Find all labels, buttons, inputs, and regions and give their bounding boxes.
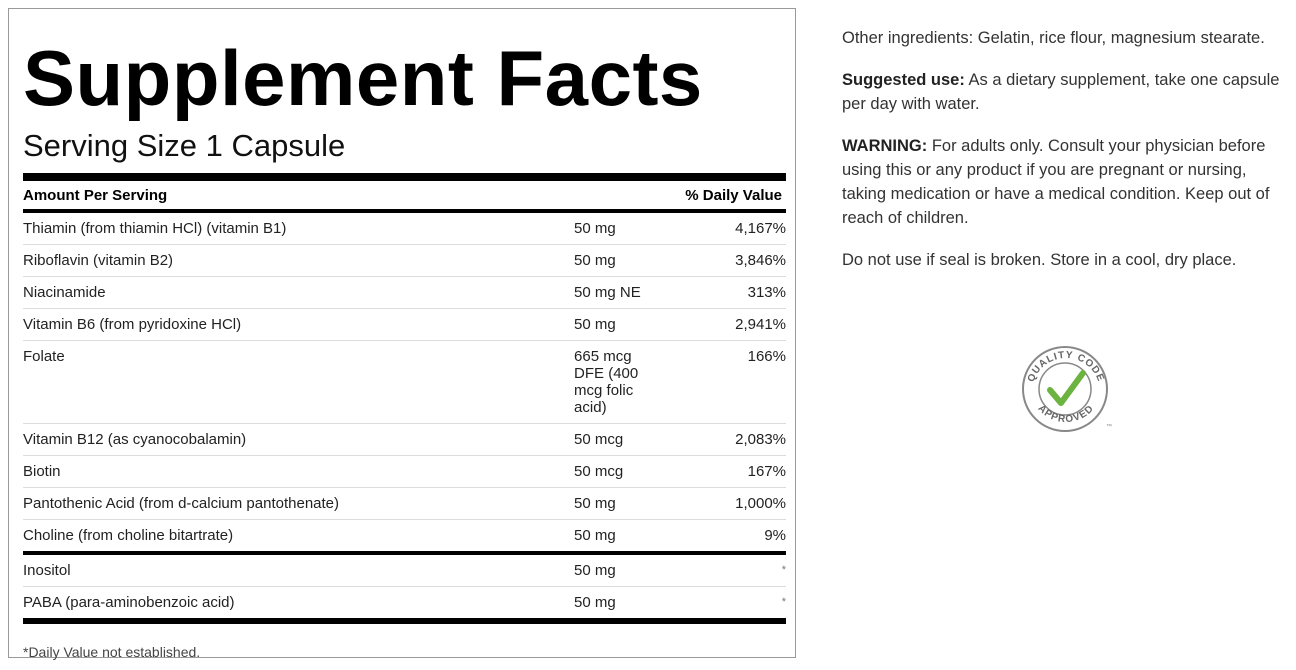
nutrient-name: Vitamin B12 (as cyanocobalamin) [23, 423, 575, 456]
nutrient-name: Inositol [23, 553, 575, 587]
nutrient-row: Biotin 50 mcg 167% [23, 455, 786, 488]
nutrient-amount: 50 mg [574, 244, 659, 277]
nutrient-row: Choline (from choline bitartrate) 50 mg 9% [23, 519, 786, 555]
daily-value: 167% [658, 455, 786, 488]
nutrient-amount: 50 mcg [574, 423, 659, 456]
nutrient-amount: 50 mg [574, 487, 659, 520]
storage: Do not use if seal is broken. Store in a… [842, 251, 1237, 269]
nutrient-name: Vitamin B6 (from pyridoxine HCl) [23, 308, 575, 341]
nutrient-amount: 50 mcg [574, 455, 659, 488]
daily-value: 9% [658, 519, 786, 555]
daily-value: 2,083% [658, 423, 786, 456]
serving-size: Serving Size 1 Capsule [23, 128, 346, 163]
nutrient-name: Pantothenic Acid (from d-calcium pantoth… [23, 487, 575, 520]
daily-value: 4,167% [658, 213, 786, 245]
amount-header: Amount Per Serving [23, 187, 168, 204]
nutrient-row: PABA (para-aminobenzoic acid) 50 mg * [23, 586, 786, 624]
nutrient-name: PABA (para-aminobenzoic acid) [23, 586, 575, 624]
nutrient-row: Vitamin B6 (from pyridoxine HCl) 50 mg 2,9… [23, 308, 786, 341]
facts-title: Supplement Facts [23, 34, 703, 122]
nutrient-row: Thiamin (from thiamin HCl) (vitamin B1) 5… [23, 213, 786, 245]
badge-bottom: APPROVED [1036, 403, 1097, 425]
badge-top-text: QUALITY CODE [1026, 350, 1105, 384]
nutrient-amount: 50 mg [574, 519, 659, 555]
badge-top: QUALITY CODE [1026, 350, 1106, 384]
nutrient-name: Thiamin (from thiamin HCl) (vitamin B1) [23, 213, 575, 245]
quality-badge: QUALITY CODE APPROVED ™ [1022, 346, 1112, 432]
sidebar: Other ingredients: Gelatin, rice flour, … [842, 26, 1282, 290]
nutrient-row: Riboflavin (vitamin B2) 50 mg 3,846% [23, 244, 786, 277]
nutrient-amount: 50 mg [574, 213, 659, 245]
daily-value: * [658, 586, 786, 624]
badge-inner [1038, 362, 1092, 416]
nutrient-row: Folate 665 mcg DFE (400 mcg folic acid) 16… [23, 340, 786, 424]
badge-bottom-text: APPROVED [1036, 403, 1096, 425]
nutrient-name: Riboflavin (vitamin B2) [23, 244, 575, 277]
nutrient-name: Biotin [23, 455, 575, 488]
nutrient-amount: 665 mcg DFE (400 mcg folic acid) [574, 340, 659, 424]
label: Suggested use: [842, 71, 965, 89]
nutrient-row: Pantothenic Acid (from d-calcium pantoth… [23, 487, 786, 520]
nutrient-row: Inositol 50 mg * [23, 553, 786, 587]
daily-value: 1,000% [658, 487, 786, 520]
nutrient-name: Choline (from choline bitartrate) [23, 519, 575, 555]
nutrient-amount: 50 mg [574, 308, 659, 341]
nutrient-amount: 50 mg [574, 586, 659, 624]
badge-ring [1022, 346, 1108, 432]
table-header: Amount Per Serving % Daily Value [23, 181, 786, 213]
daily-value: 2,941% [658, 308, 786, 341]
dv-header: % Daily Value [685, 187, 782, 204]
badge-tm: ™ [1106, 423, 1112, 430]
nutrient-name: Folate [23, 340, 575, 424]
text: As a dietary supplement, take one capsul… [842, 71, 1280, 113]
daily-value: * [658, 553, 786, 587]
daily-value: 3,846% [658, 244, 786, 277]
warning: WARNING: For adults only. Consult your p… [842, 134, 1282, 230]
nutrient-row: Vitamin B12 (as cyanocobalamin) 50 mcg 2,0… [23, 423, 786, 456]
other-ingredients: Other ingredients: Gelatin, rice flour, … [842, 29, 1265, 47]
nutrient-amount: 50 mg [574, 553, 659, 587]
daily-value: 313% [658, 276, 786, 309]
footnote: *Daily Value not established. [23, 644, 201, 660]
suggested-use: Suggested use: As a dietary supplement, … [842, 68, 1282, 116]
facts-table: Thiamin (from thiamin HCl) (vitamin B1) 5… [23, 213, 786, 624]
checkmark [1047, 370, 1086, 406]
facts-panel: Supplement Facts Serving Size 1 Capsule … [8, 8, 796, 660]
nutrient-row: Niacinamide 50 mg NE 313% [23, 276, 786, 309]
thick-bar [23, 173, 786, 181]
nutrient-amount: 50 mg NE [574, 276, 659, 309]
label: WARNING: [842, 137, 928, 155]
nutrient-name: Niacinamide [23, 276, 575, 309]
text: For adults only. Consult your physician … [842, 137, 1270, 227]
daily-value: 166% [658, 340, 786, 424]
